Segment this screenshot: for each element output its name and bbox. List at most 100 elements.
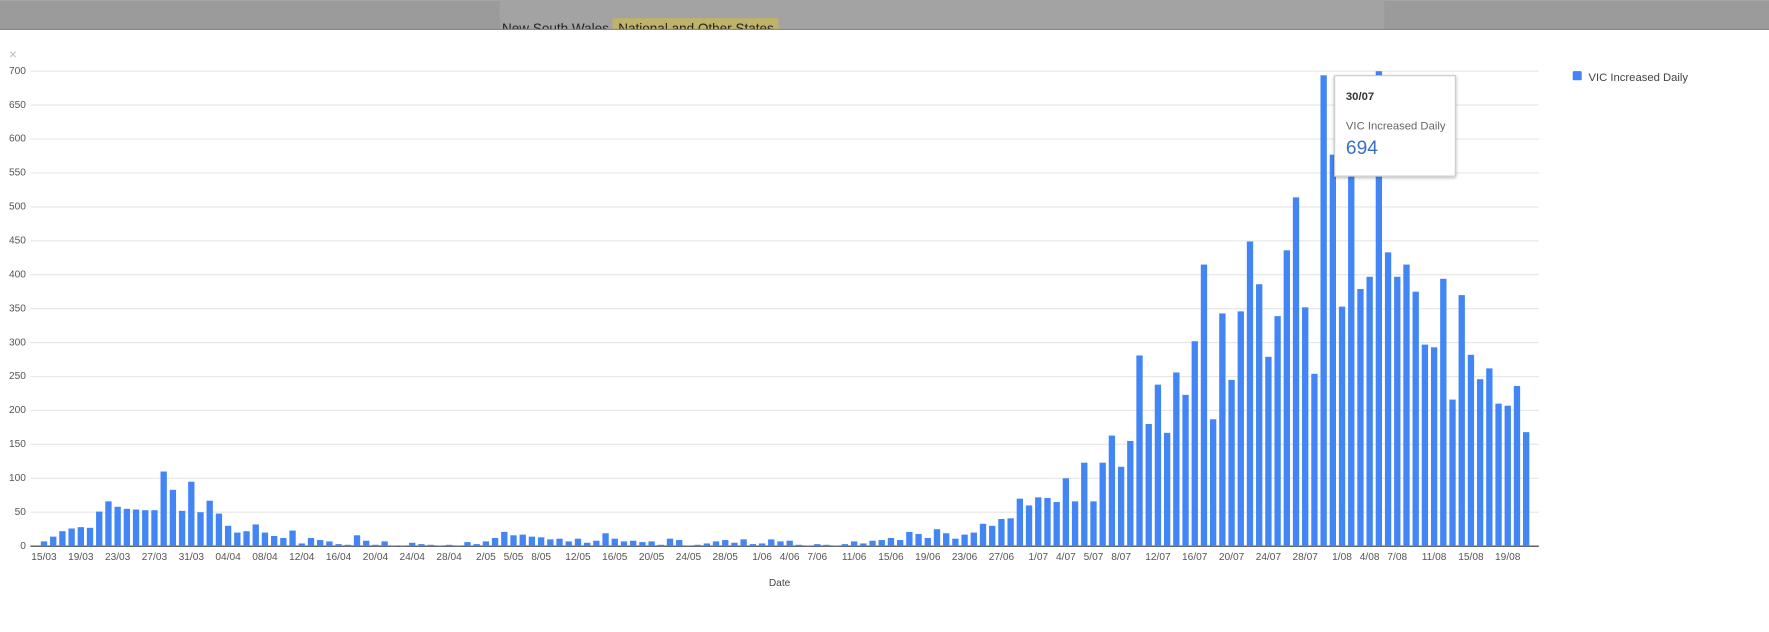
bar [160,471,167,547]
tab-label[interactable]: National and Other States [618,21,774,36]
x-tick-label: 8/05 [531,552,551,563]
x-tick-label: 1/08 [1332,552,1352,563]
bar [307,538,315,547]
bar [105,501,112,547]
x-tick-label: 4/06 [780,552,800,563]
bar [1081,462,1088,547]
y-tick-label: 100 [9,473,26,484]
bar [1495,403,1502,547]
bar [123,508,131,547]
bar [795,544,803,547]
bar [648,541,655,547]
bar [1256,284,1263,547]
bar [464,542,471,547]
bar [1163,432,1171,547]
bar [372,544,379,547]
y-tick-label: 550 [9,168,26,179]
x-tick-label: 5/05 [504,552,524,563]
x-tick-label: 19/08 [1495,552,1521,563]
bar [317,540,324,547]
bar [1210,419,1217,547]
x-tick-label: 5/07 [1084,552,1104,563]
x-tick-label: 27/06 [989,552,1015,563]
bar [547,539,554,547]
x-tick-label: 27/03 [142,552,168,563]
bar [169,489,177,547]
close-button[interactable]: × [9,47,17,62]
bar [188,481,195,547]
bar [1311,373,1318,547]
bar [1035,497,1042,547]
x-tick-label: 24/05 [676,552,702,563]
x-tick-label: 11/06 [842,552,867,563]
bar [722,540,729,547]
bar [436,545,444,547]
bar [804,545,812,547]
bar [1357,288,1364,547]
bar [132,509,140,547]
y-tick-label: 250 [9,371,26,382]
bar [1467,354,1475,547]
x-tick-label: 1/06 [752,552,772,563]
bar [381,541,388,547]
x-tick-label: 15/03 [31,552,57,563]
x-tick-label: 04/04 [215,552,241,563]
bar [593,540,600,547]
bar [915,533,922,547]
bar [114,506,121,547]
bar [243,531,250,547]
bar [234,532,241,547]
bar [445,544,453,547]
x-tick-label: 28/04 [436,552,462,563]
bar [224,525,232,547]
bar [878,540,885,547]
tooltip-box [1334,75,1456,177]
bar [537,537,545,547]
tab-label[interactable]: New South Wales [502,21,609,36]
bar [814,544,821,547]
x-tick-label: 23/03 [105,552,131,563]
y-tick-label: 600 [9,134,26,145]
bar [418,544,425,547]
bar [1053,502,1060,547]
x-tick-label: 19/06 [915,552,941,563]
bar [390,545,397,547]
bar [178,510,186,547]
x-tick-label: 12/04 [289,552,315,563]
bar [777,541,784,547]
y-tick-label: 300 [9,337,26,348]
x-tick-label: 7/08 [1387,552,1407,563]
bar [1458,295,1465,547]
x-tick-label: 16/05 [602,552,628,563]
bar [261,532,269,547]
bar [860,543,867,547]
bar [344,544,351,547]
bar [151,510,158,547]
bar [1366,276,1373,547]
bar [694,544,701,547]
bar [298,543,305,547]
bar [1440,278,1447,547]
bar [611,538,618,547]
bar [197,512,204,547]
bar [482,541,490,547]
x-tick-label: 15/08 [1458,552,1484,563]
bar [740,539,747,547]
bar [620,541,628,547]
bar [280,538,287,547]
bar [657,544,664,547]
x-tick-label: 28/07 [1293,552,1319,563]
bar [731,542,738,547]
bar [1302,307,1309,547]
bar [252,524,259,547]
x-tick-label: 12/05 [565,552,591,563]
bar [1449,399,1456,547]
bar [289,530,296,547]
bar [1486,368,1493,547]
bar [906,531,913,547]
bar [1320,75,1327,547]
x-tick-label: 20/05 [639,552,665,563]
bar [1523,432,1530,547]
bar [685,545,692,547]
